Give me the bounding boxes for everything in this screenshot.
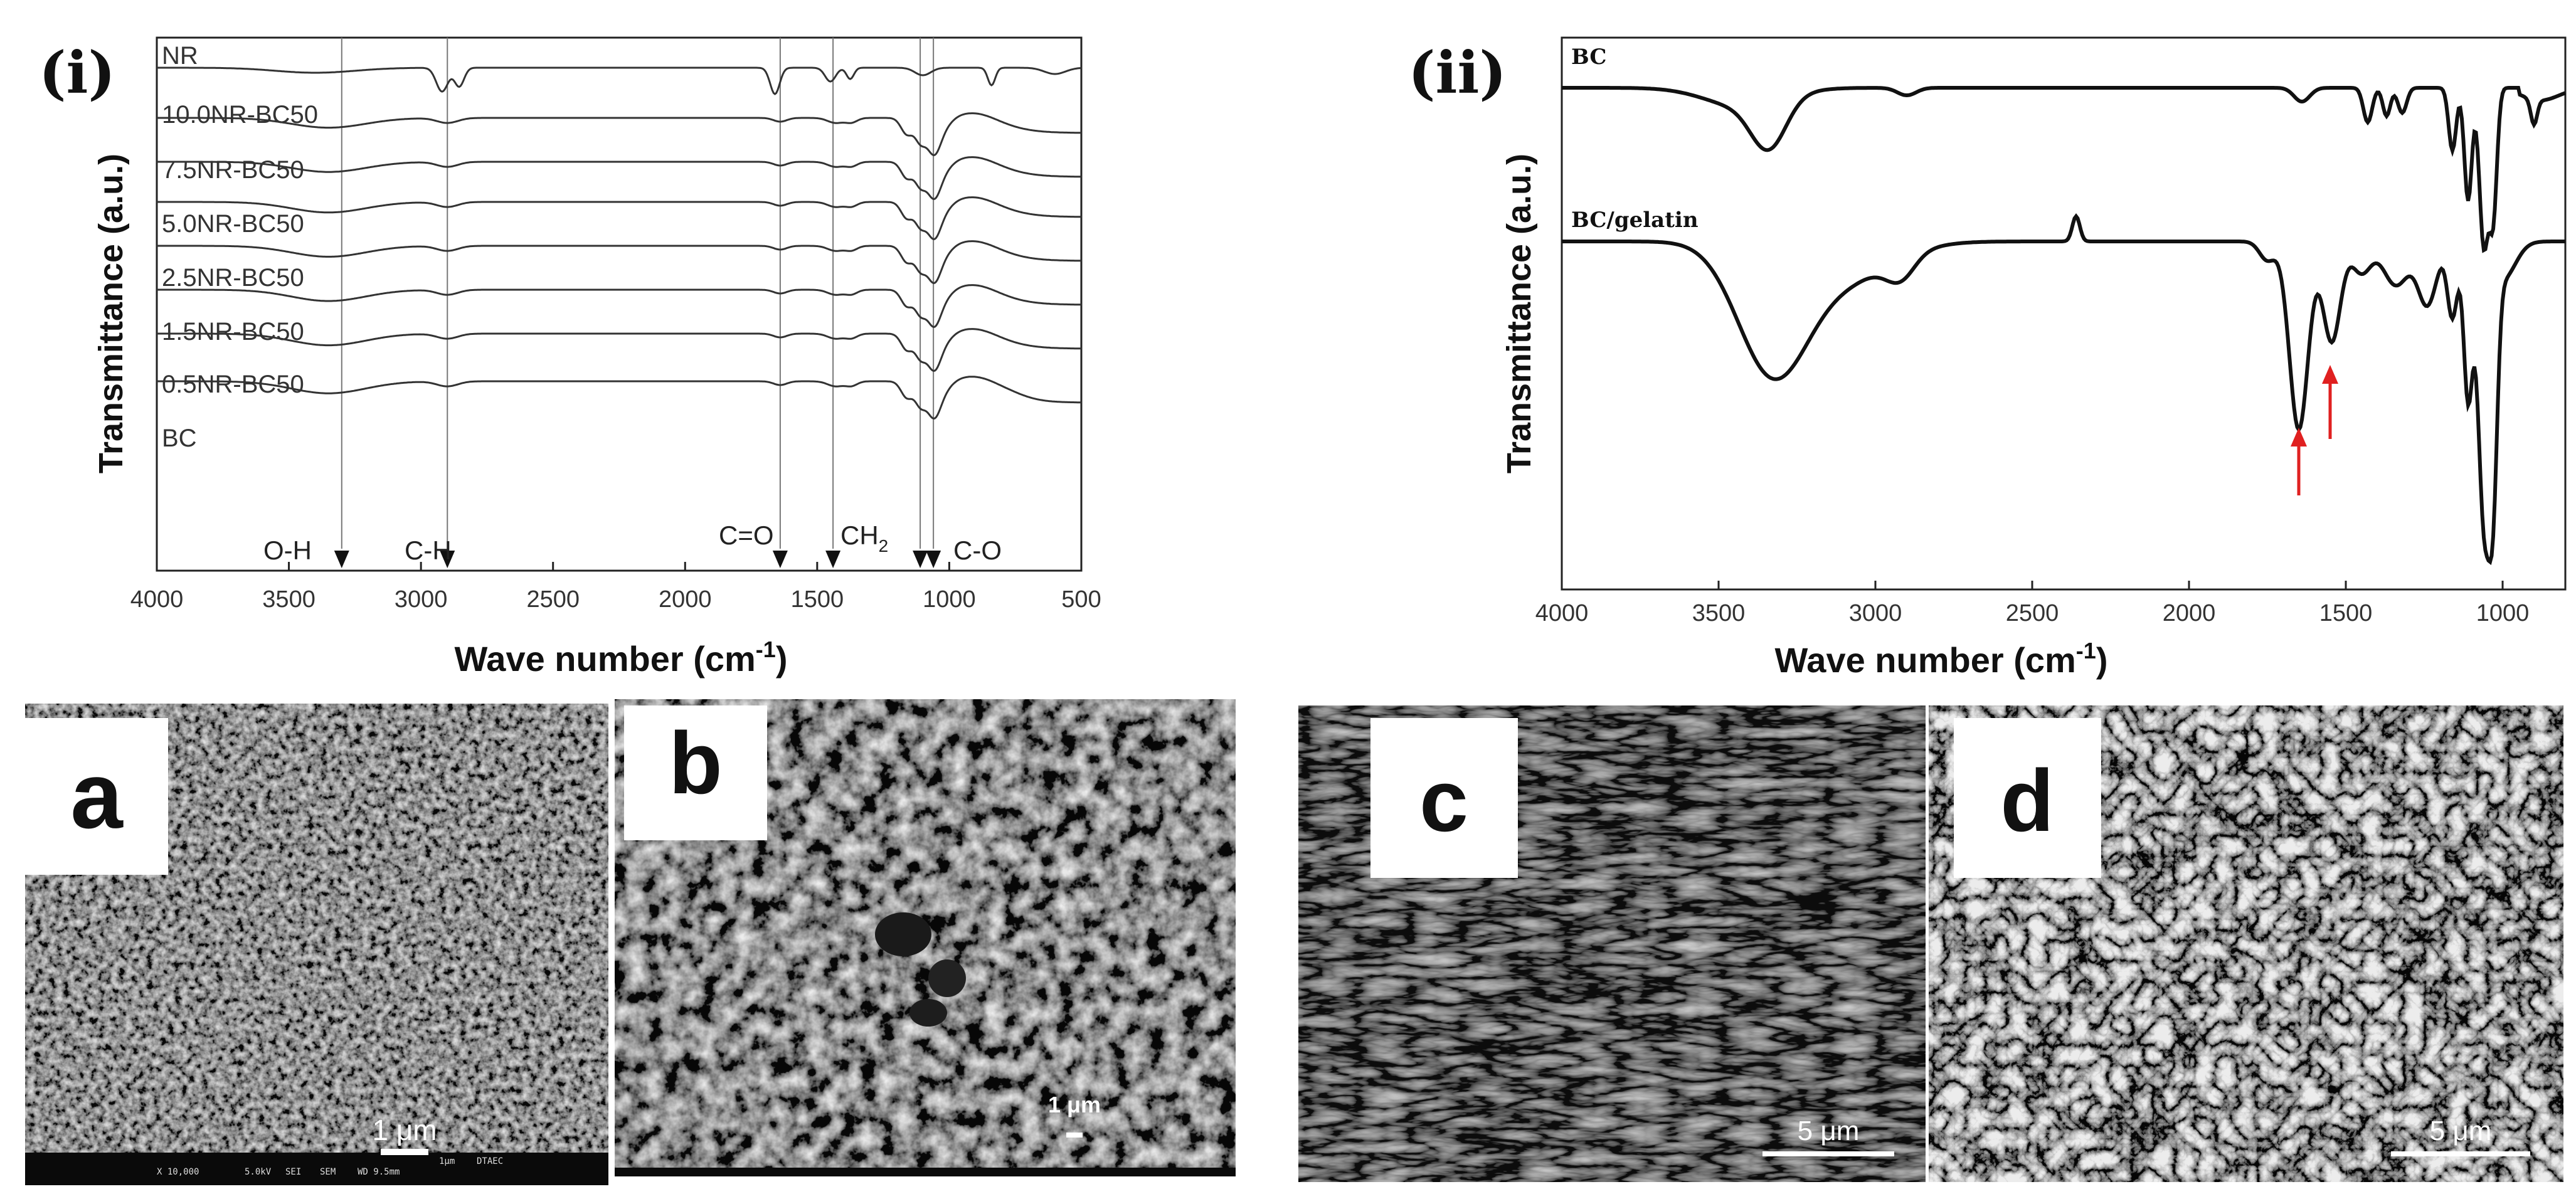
reference-arrow (772, 551, 788, 568)
sem-info-bar-a: X 10,000 5.0kV SEI SEM WD 9.5mm 1μm DTAEC (157, 1156, 503, 1177)
sem-image-a: a 1 μm X 10,000 5.0kV SEI SEM WD 9.5mm 1μm DTA… (25, 704, 608, 1185)
ftir-chart-ii: (ii) BC BC/gelatin 4000 3500 3000 2500 2000 15… (1408, 36, 2567, 680)
x-tick-label: 3000 (1849, 600, 1902, 626)
sem-info-text: X 10,000 (157, 1167, 199, 1177)
sem-image-b: b 1 μm (615, 699, 1236, 1176)
x-axis-ticks-ii: 4000 3500 3000 2500 2000 1500 1000 (1535, 581, 2530, 626)
series-label: 2.5NR-BC50 (162, 264, 304, 292)
bond-annotation: C-H (405, 536, 452, 565)
label-box-b (624, 705, 767, 840)
bond-annotations-i: O-H C-H C=O CH2 C-O (263, 520, 1002, 565)
x-tick-label: 4000 (1535, 600, 1589, 626)
y-axis-label-i: Transmittance (a.u.) (92, 154, 130, 473)
series-label: 10.0NR-BC50 (162, 101, 318, 129)
series-label: 7.5NR-BC50 (162, 156, 304, 184)
sem-info-text: SEM (320, 1167, 336, 1177)
x-axis-label-ii: Wave number (cm-1) (1775, 638, 2108, 680)
scale-bar-a (381, 1149, 428, 1155)
sem-info-text: DTAEC (477, 1156, 503, 1166)
series-label: 5.0NR-BC50 (162, 210, 304, 238)
x-tick-label: 3500 (262, 586, 315, 613)
spectra-i (157, 66, 1082, 420)
x-axis-label-i: Wave number (cm-1) (455, 636, 788, 679)
sem-info-text: 5.0kV (245, 1167, 272, 1177)
sem-info-text: 1μm (439, 1156, 455, 1166)
x-tick-label: 1500 (2319, 600, 2373, 626)
series-line (1562, 86, 2567, 253)
sem-image-d: d 5 μm (1929, 705, 2563, 1182)
plot-frame-ii (1561, 36, 2567, 591)
sem-image-c: c 5 μm (1298, 705, 1926, 1182)
series-label: 1.5NR-BC50 (162, 318, 304, 346)
series-line (157, 196, 1081, 241)
series-line (157, 66, 1082, 95)
peak-markers-ii (2291, 365, 2338, 495)
x-tick-label: 2500 (2006, 600, 2059, 626)
spectra-ii (1562, 86, 2567, 566)
sem-label-c: c (1419, 751, 1468, 850)
bond-annotation: C=O (719, 520, 774, 550)
series-line (157, 112, 1081, 157)
series-line (157, 328, 1081, 372)
bond-annotation: CH2 (840, 520, 888, 556)
peak-marker-head (2291, 428, 2307, 446)
reference-arrow (926, 551, 941, 568)
scale-bar-b (1066, 1133, 1083, 1138)
series-labels-i: NR 10.0NR-BC50 7.5NR-BC50 5.0NR-BC50 2.5NR-B… (162, 42, 318, 452)
bond-annotation: C-O (953, 536, 1002, 565)
sem-label-d: d (2000, 751, 2054, 850)
x-axis-ticks-i: 4000 3500 3000 2500 2000 1500 1000 500 (130, 562, 1101, 613)
reference-arrow (440, 551, 455, 568)
series-label: NR (162, 42, 198, 70)
bond-annotation: O-H (263, 536, 312, 565)
x-tick-label: 3500 (1692, 600, 1746, 626)
x-tick-label: 2000 (2163, 600, 2216, 626)
series-labels-ii: BC BC/gelatin (1571, 45, 1699, 233)
ftir-chart-i: (i) NR 10.0NR-BC50 7.5NR-BC50 5.0NR-BC50 2.5… (39, 36, 1101, 679)
series-line (1562, 213, 2565, 566)
x-tick-label: 3000 (395, 586, 448, 613)
label-box-a (25, 718, 168, 875)
reference-arrow (913, 551, 928, 568)
peak-marker-head (2322, 365, 2338, 384)
scale-text-a: 1 μm (372, 1114, 437, 1146)
series-line (157, 156, 1081, 201)
sem-info-text: WD 9.5mm (358, 1167, 400, 1177)
scale-text-c: 5 μm (1798, 1116, 1860, 1146)
series-label: BC (1571, 45, 1606, 70)
panel-label-ii: (ii) (1408, 39, 1507, 107)
sem-info-text: SEI (285, 1167, 301, 1177)
x-tick-label: 2000 (659, 586, 712, 613)
sem-label-b: b (669, 714, 723, 812)
x-tick-label: 500 (1061, 586, 1101, 613)
series-label: 0.5NR-BC50 (162, 371, 304, 398)
x-tick-label: 1500 (791, 586, 844, 613)
reference-arrow (825, 551, 841, 568)
series-label: BC/gelatin (1571, 208, 1699, 233)
series-line (157, 240, 1081, 285)
scale-bar-d (2391, 1151, 2530, 1156)
reference-lines-i (334, 38, 941, 568)
series-label: BC (162, 425, 197, 452)
panel-label-i: (i) (39, 39, 115, 107)
scale-text-b: 1 μm (1048, 1092, 1101, 1117)
series-line (157, 284, 1081, 329)
y-axis-label-ii: Transmittance (a.u.) (1500, 154, 1538, 473)
x-tick-label: 1000 (2476, 600, 2530, 626)
reference-arrow (334, 551, 349, 568)
series-line (157, 376, 1081, 420)
label-box-c (1370, 718, 1518, 878)
label-box-d (1954, 718, 2101, 878)
scale-text-d: 5 μm (2430, 1116, 2492, 1146)
scale-bar-c (1762, 1151, 1894, 1156)
x-tick-label: 4000 (130, 586, 184, 613)
x-tick-label: 1000 (923, 586, 976, 613)
x-tick-label: 2500 (526, 586, 580, 613)
sem-label-a: a (70, 742, 124, 848)
